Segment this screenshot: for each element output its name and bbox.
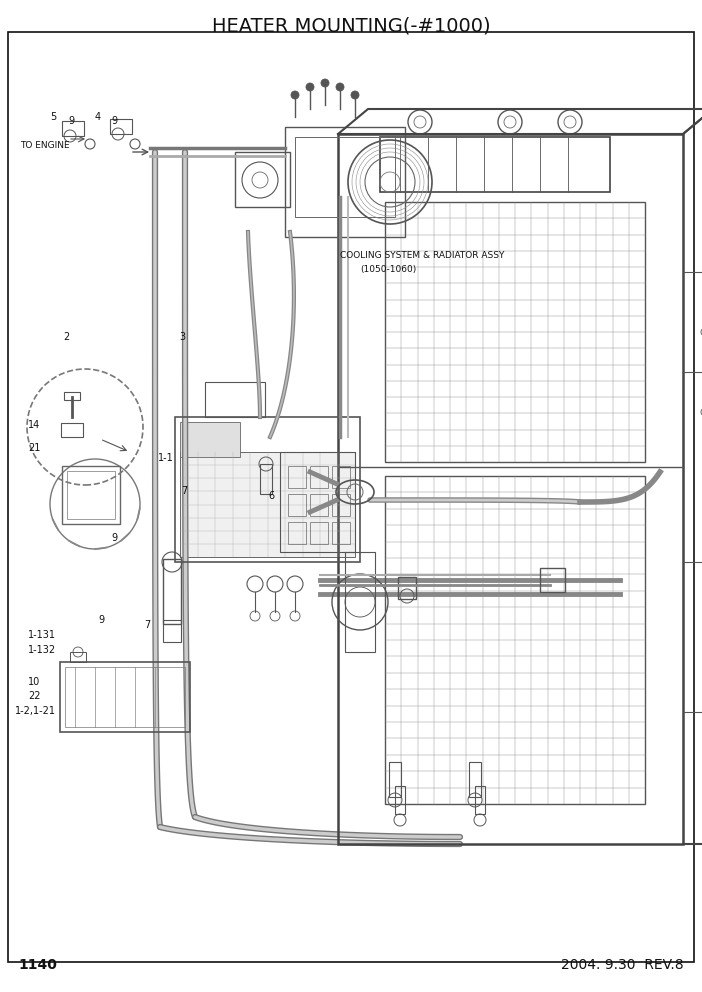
Bar xyxy=(385,476,645,804)
Bar xyxy=(385,202,645,462)
Text: 4: 4 xyxy=(95,112,101,122)
Bar xyxy=(180,422,240,457)
Text: 1-131: 1-131 xyxy=(28,630,56,640)
Bar xyxy=(67,471,115,519)
Text: 1-132: 1-132 xyxy=(28,645,56,655)
Bar xyxy=(280,452,355,552)
Bar xyxy=(180,452,355,557)
Text: 1-1: 1-1 xyxy=(158,453,173,463)
Bar xyxy=(70,652,86,662)
Text: HEATER MOUNTING(-#1000): HEATER MOUNTING(-#1000) xyxy=(212,17,490,36)
Bar xyxy=(205,382,265,417)
Bar xyxy=(295,137,395,217)
Bar xyxy=(332,466,350,488)
Bar xyxy=(475,786,485,814)
Text: 2004. 9.30  REV.8: 2004. 9.30 REV.8 xyxy=(562,958,684,972)
Text: 7: 7 xyxy=(181,486,187,496)
Bar xyxy=(345,552,375,652)
Bar xyxy=(62,121,84,136)
Bar xyxy=(310,522,328,544)
Text: 3: 3 xyxy=(179,332,185,342)
Text: (1050-1060): (1050-1060) xyxy=(360,265,416,275)
Bar xyxy=(288,494,306,516)
Text: 14: 14 xyxy=(28,420,40,430)
Bar xyxy=(395,786,405,814)
Bar xyxy=(110,119,132,134)
Text: 10: 10 xyxy=(28,678,40,687)
Bar xyxy=(175,417,360,562)
Text: 2: 2 xyxy=(63,332,69,342)
Bar xyxy=(332,494,350,516)
Bar xyxy=(310,494,328,516)
Text: 21: 21 xyxy=(28,443,41,453)
Text: TO ENGINE: TO ENGINE xyxy=(20,141,69,151)
Bar xyxy=(288,466,306,488)
Bar xyxy=(163,559,181,624)
Circle shape xyxy=(306,83,314,91)
Circle shape xyxy=(351,91,359,99)
Text: 9: 9 xyxy=(98,615,105,625)
Text: COOLING SYSTEM & RADIATOR ASSY: COOLING SYSTEM & RADIATOR ASSY xyxy=(340,251,505,261)
Bar xyxy=(310,466,328,488)
Bar xyxy=(61,423,83,437)
Bar xyxy=(332,522,350,544)
Bar xyxy=(235,152,290,207)
Text: 22: 22 xyxy=(28,691,41,701)
Text: 1140: 1140 xyxy=(18,958,57,972)
Bar xyxy=(380,137,610,192)
Bar xyxy=(65,667,185,727)
Bar xyxy=(288,522,306,544)
Bar xyxy=(338,134,683,844)
Bar xyxy=(64,392,80,400)
Text: 5: 5 xyxy=(51,112,57,122)
Text: 7: 7 xyxy=(144,620,150,630)
Text: 9: 9 xyxy=(111,116,117,126)
Bar xyxy=(398,577,416,599)
Bar xyxy=(540,568,565,592)
Circle shape xyxy=(291,91,299,99)
Bar xyxy=(469,762,481,797)
Circle shape xyxy=(336,83,344,91)
Bar xyxy=(60,662,190,732)
Bar xyxy=(163,620,181,642)
Text: 9: 9 xyxy=(111,533,117,543)
Bar xyxy=(260,464,272,494)
Bar xyxy=(62,466,120,524)
Bar xyxy=(389,762,401,797)
Text: 1-2,1-21: 1-2,1-21 xyxy=(15,706,56,716)
Bar xyxy=(285,127,405,237)
Text: 9: 9 xyxy=(68,116,74,126)
Circle shape xyxy=(321,79,329,87)
Text: 6: 6 xyxy=(268,491,274,501)
